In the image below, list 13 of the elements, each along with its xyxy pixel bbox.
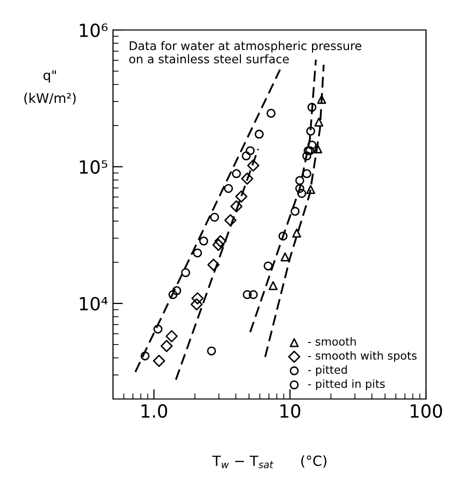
y-tick-label: 10⁵ <box>80 160 108 174</box>
x-tick-label: 1.0 <box>142 404 168 418</box>
legend-label: - pitted <box>308 365 347 376</box>
legend-label: - smooth <box>308 337 356 346</box>
legend-label: - pitted in pits <box>308 379 385 390</box>
legend-label: - smooth with spots <box>308 351 417 362</box>
text: T$_{w}$ − T$_{sat}$ (°C) <box>212 455 326 468</box>
y-tick-label: 10⁶ <box>80 23 108 38</box>
text: Data for water at atmospheric pressure on a stainless steel surface <box>129 41 362 64</box>
x-tick-label: 10 <box>280 404 300 418</box>
x-tick-label: 100 <box>410 404 442 418</box>
y-axis-title: q" (kW/m²) <box>24 70 76 105</box>
y-tick-label: 10⁴ <box>80 296 108 311</box>
